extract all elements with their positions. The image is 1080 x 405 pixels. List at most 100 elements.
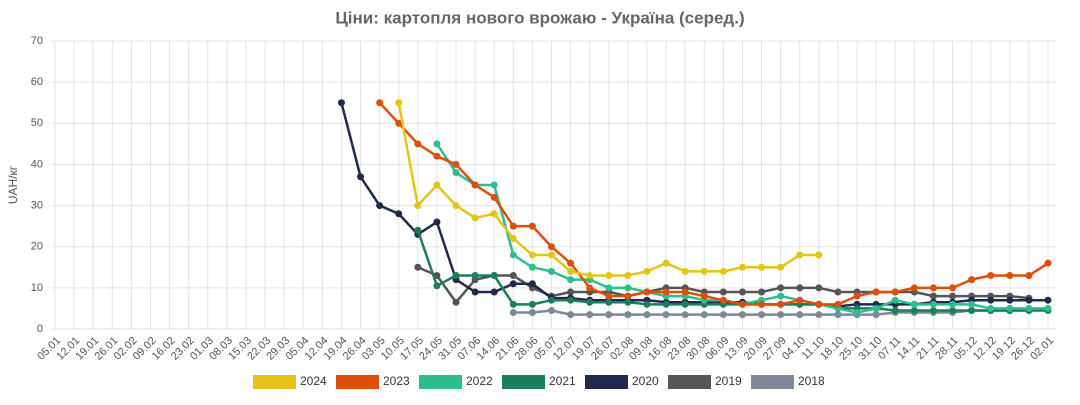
point [643,288,651,296]
point [758,263,766,271]
legend-label: 2024 [300,374,327,388]
point [548,251,555,259]
point [452,160,460,168]
y-tick-label: 70 [31,35,43,47]
point [586,311,594,319]
point [662,288,670,296]
point [834,311,842,319]
y-tick-label: 40 [31,158,43,170]
point [509,251,517,259]
point [929,284,937,292]
point [929,306,937,314]
point [738,263,746,271]
point [567,311,575,319]
point [872,304,880,312]
legend-swatch [751,375,794,389]
point [471,214,479,222]
point [567,259,575,267]
point [624,311,632,319]
point [796,311,804,319]
point [815,311,823,319]
point [1044,304,1052,312]
legend-label: 2021 [549,374,576,388]
series-line [513,309,1029,316]
point [1044,259,1052,267]
point [471,288,479,296]
point [605,298,613,306]
point [509,280,517,288]
point [452,298,460,306]
point [376,202,384,210]
point [700,311,708,319]
point [624,284,632,292]
y-tick-label: 0 [37,323,43,335]
point [1025,296,1033,304]
y-tick-label: 30 [31,199,43,211]
point [777,284,785,292]
point [414,140,422,148]
point [719,288,727,296]
point [987,296,995,304]
y-tick-label: 20 [31,241,43,253]
legend-label: 2018 [798,374,825,388]
point [452,272,460,280]
point [528,251,536,259]
point [929,300,937,308]
point [624,298,632,306]
legend-swatch [585,375,628,389]
point [548,267,555,275]
point [605,311,613,319]
point [433,140,441,148]
point [719,296,727,304]
point [1044,296,1052,304]
point [700,267,708,275]
point [891,288,899,296]
point [910,300,918,308]
point [681,300,689,308]
point [643,267,651,275]
point [758,300,766,308]
point [509,309,517,317]
point [567,276,575,284]
point [1006,272,1014,280]
point [796,251,804,259]
legend-swatch [668,375,711,389]
point [490,288,498,296]
point [777,311,785,319]
point [815,300,823,308]
point [433,218,441,226]
point [643,300,651,308]
point [929,292,937,300]
point [509,272,517,280]
point [586,298,594,306]
point [586,272,594,280]
point [987,272,995,280]
point [490,210,498,218]
legend-swatch [336,375,379,389]
point [949,306,957,314]
point [452,169,460,177]
point [700,292,708,300]
legend-label: 2020 [632,374,659,388]
point [853,309,861,317]
point [1006,296,1014,304]
point [548,306,555,314]
point [433,152,441,160]
point [853,292,861,300]
point [414,226,422,234]
legend-label: 2022 [466,374,493,388]
point [452,202,460,210]
point [337,99,345,107]
point [357,173,365,181]
point [738,288,746,296]
point [872,288,880,296]
point [910,284,918,292]
point [471,272,479,280]
point [777,300,785,308]
point [834,288,842,296]
point [949,284,957,292]
legend-label: 2023 [383,374,410,388]
point [586,284,594,292]
point [624,292,632,300]
